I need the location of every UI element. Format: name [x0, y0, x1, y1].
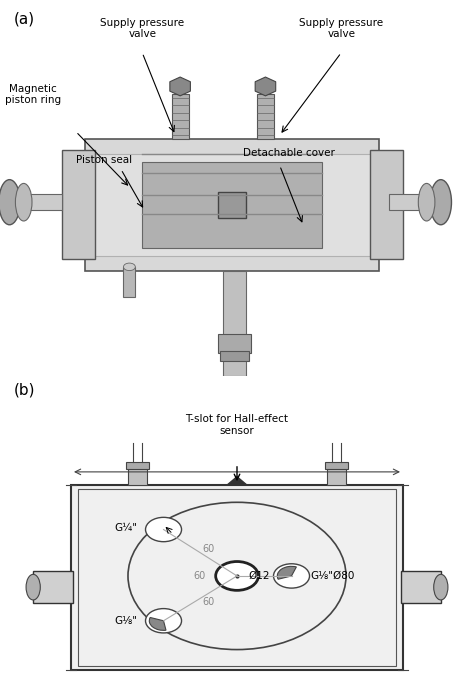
Text: Detachable cover: Detachable cover [243, 148, 335, 158]
Ellipse shape [418, 184, 435, 221]
Circle shape [273, 564, 310, 588]
Bar [220, 351, 249, 361]
Text: G⅛": G⅛" [114, 616, 137, 626]
Text: Piston seal: Piston seal [76, 155, 132, 166]
Bar [327, 467, 346, 484]
Bar [78, 489, 396, 665]
Bar [218, 191, 246, 218]
Text: 60: 60 [193, 571, 205, 581]
Text: G¼": G¼" [114, 523, 137, 533]
Bar [218, 335, 251, 354]
Bar [71, 484, 403, 670]
Circle shape [146, 608, 182, 633]
Bar [128, 467, 147, 484]
Ellipse shape [26, 574, 40, 600]
Bar [88, 154, 377, 255]
Bar [62, 150, 95, 260]
Wedge shape [277, 567, 296, 579]
Polygon shape [228, 477, 246, 484]
Bar [257, 94, 274, 139]
Text: Supply pressure
valve: Supply pressure valve [299, 18, 383, 40]
Bar [370, 150, 403, 260]
Text: G⅛"Ø80: G⅛"Ø80 [310, 571, 355, 581]
Text: Ø12: Ø12 [249, 571, 270, 581]
Text: (a): (a) [14, 11, 36, 26]
Bar [126, 462, 149, 468]
Bar [223, 271, 246, 376]
Wedge shape [149, 617, 166, 631]
Bar [85, 139, 379, 271]
Circle shape [216, 562, 258, 590]
Text: Magnetic
piston ring: Magnetic piston ring [5, 84, 61, 105]
Text: Supply pressure
valve: Supply pressure valve [100, 18, 184, 40]
Bar [0, 193, 62, 210]
Bar [389, 193, 446, 210]
Ellipse shape [123, 263, 136, 271]
Ellipse shape [430, 180, 451, 225]
Text: (b): (b) [14, 382, 36, 397]
Bar [325, 462, 348, 468]
Ellipse shape [434, 574, 448, 600]
Text: 60: 60 [202, 544, 215, 554]
Bar [33, 571, 73, 603]
Bar [123, 267, 135, 297]
Text: 60: 60 [202, 596, 215, 606]
Ellipse shape [0, 180, 20, 225]
Circle shape [146, 517, 182, 541]
Bar [401, 571, 441, 603]
Bar [142, 161, 322, 248]
Text: T-slot for Hall-effect
sensor: T-slot for Hall-effect sensor [185, 414, 289, 436]
Ellipse shape [15, 184, 32, 221]
Bar [172, 94, 189, 139]
